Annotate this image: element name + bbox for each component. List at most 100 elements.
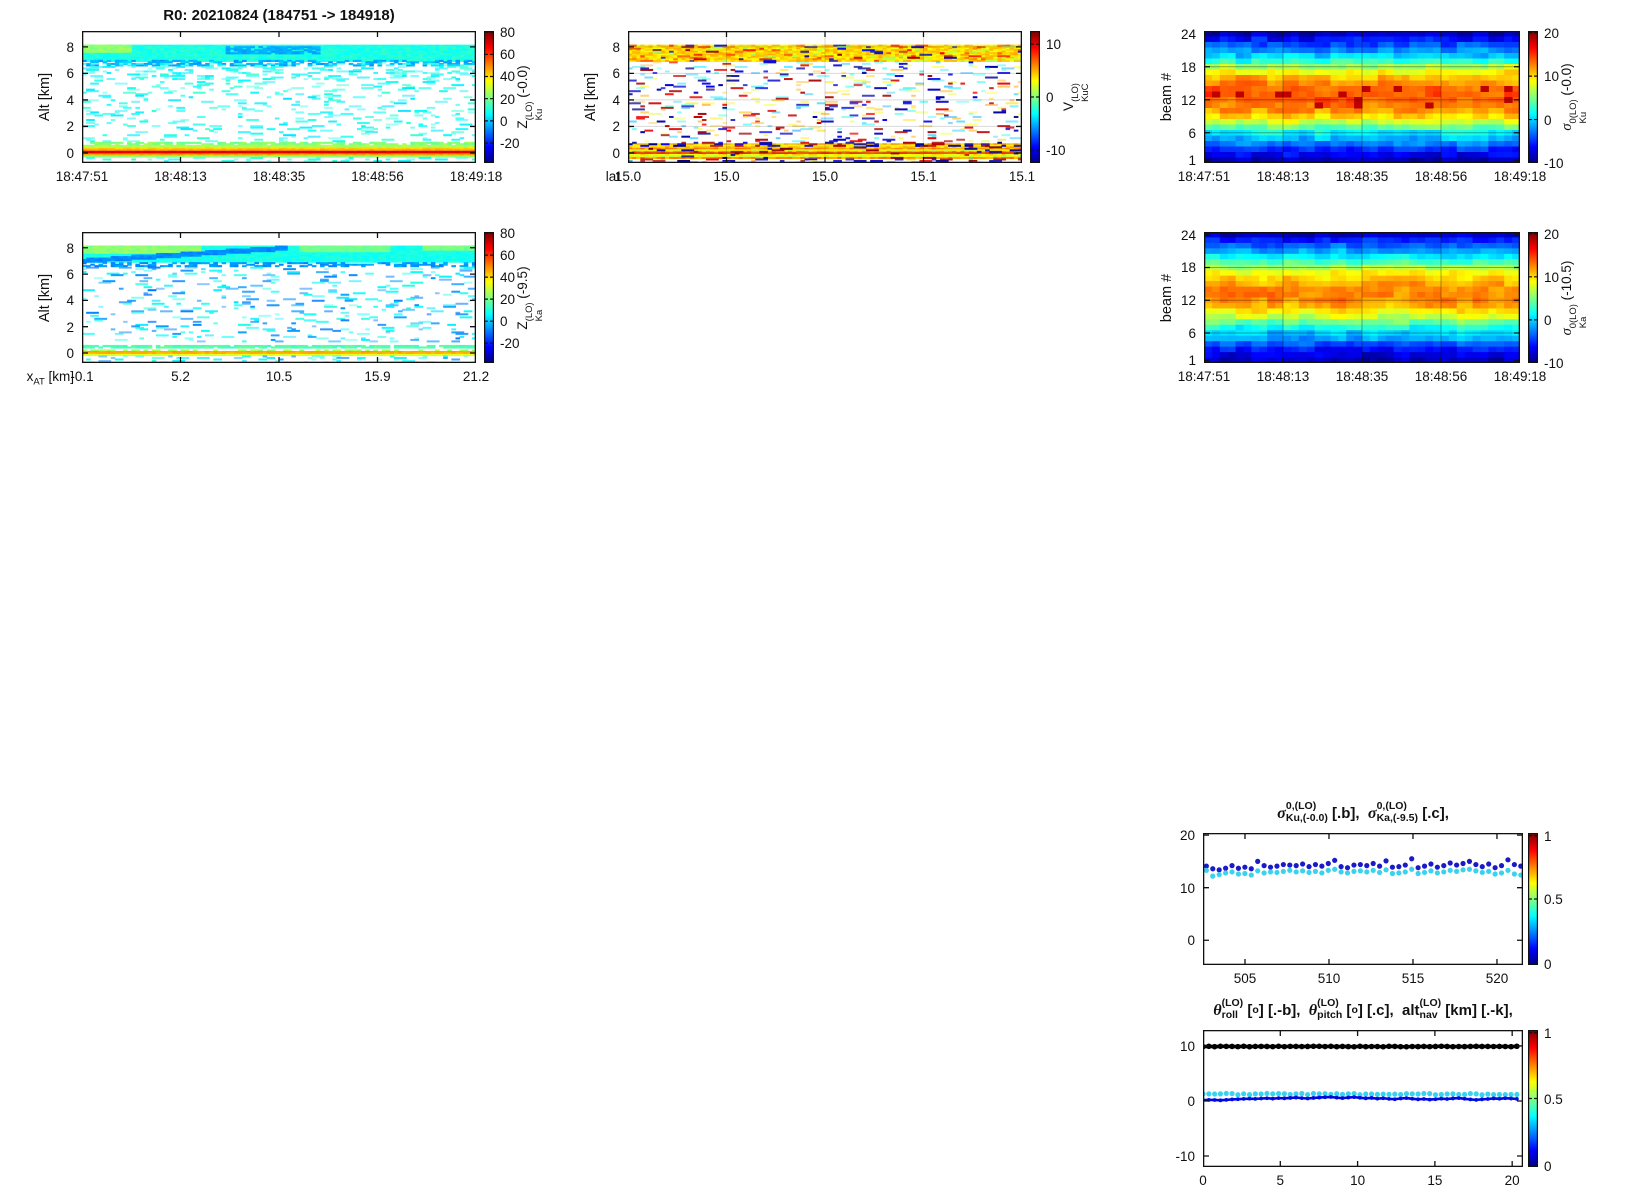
zka-y-tick-label: 8 [66, 240, 74, 256]
nav-plot-canvas [1203, 1030, 1523, 1167]
nav-y-tick-label: 10 [1179, 1038, 1195, 1054]
vkuc-y-tick-label: 2 [612, 119, 620, 135]
zka-x-tick-label: 10.5 [265, 369, 293, 384]
zka-x-axis-label: xAT [km] [26, 369, 74, 388]
zka-colorbar-tick-label: -20 [500, 336, 520, 352]
sig0-profile-y-tick-label: 20 [1179, 828, 1195, 844]
sig0-profile-title: σ 0,(LO) Ku,(-0.0) [.b], σ 0,(LO) Ka,(-9.5) … [1277, 800, 1449, 824]
figure-title: R0: 20210824 (184751 -> 184918) [163, 7, 395, 24]
sig0-profile-colorbar-tick-label: 0 [1544, 956, 1552, 972]
zku-colorbar-label: Z (LO) Ku (-0.0) [514, 65, 546, 129]
zku-colorbar-tick-label: 0 [500, 113, 508, 129]
sigku-y-axis-label: beam # [1158, 72, 1175, 122]
sigku-x-tick-label: 18:48:56 [1414, 169, 1468, 184]
sigka-x-tick-label: 18:48:35 [1335, 369, 1389, 384]
zka-x-tick-label: 15.9 [364, 369, 391, 384]
sig0-profile-colorbar-tick-label: 1 [1544, 828, 1552, 844]
sigka-y-tick-label: 24 [1180, 227, 1196, 243]
zku-plot-canvas [82, 31, 476, 163]
sig0-profile-x-tick-label: 515 [1401, 971, 1425, 986]
vkuc-colorbar [1030, 31, 1040, 163]
zka-colorbar-tick-label: 60 [500, 248, 516, 264]
sigku-y-tick-label: 24 [1180, 26, 1196, 42]
vkuc-colorbar-tick-label: 0 [1046, 90, 1054, 105]
zka-y-tick-label: 4 [66, 293, 74, 309]
sigku-x-tick-label: 18:48:35 [1335, 169, 1389, 184]
vkuc-colorbar-tick-label: 10 [1046, 37, 1062, 53]
sigka-x-tick-label: 18:47:51 [1177, 369, 1231, 384]
nav-colorbar-tick-label: 1 [1544, 1025, 1552, 1041]
sigku-y-tick-label: 18 [1180, 59, 1196, 75]
zku-x-tick-label: 18:49:18 [449, 169, 503, 184]
sigka-colorbar-tick-label: 0 [1544, 312, 1552, 328]
zka-colorbar-label: Z (LO) Ka (-9.5) [514, 265, 546, 330]
zka-y-tick-label: 0 [66, 346, 74, 361]
nav-colorbar-tick-label: 0 [1544, 1158, 1552, 1174]
vkuc-y-tick-label: 4 [612, 92, 620, 108]
zku-colorbar-tick-label: 60 [500, 47, 516, 63]
nav-y-tick-label: 0 [1187, 1093, 1195, 1109]
zku-x-tick-label: 18:47:51 [55, 169, 109, 184]
sigka-colorbar-tick-label: -10 [1544, 356, 1564, 371]
zku-x-tick-label: 18:48:56 [351, 169, 404, 184]
zka-colorbar-tick-label: 20 [500, 292, 516, 308]
zka-y-axis-label: Alt [km] [36, 273, 53, 322]
zku-y-tick-label: 8 [66, 39, 74, 55]
sigka-x-tick-label: 18:48:56 [1414, 369, 1468, 384]
zku-x-tick-label: 18:48:35 [252, 169, 306, 184]
vkuc-y-tick-label: 8 [612, 39, 620, 55]
vkuc-x-tick-label: 15.1 [910, 169, 937, 184]
zku-colorbar-tick-label: -20 [500, 136, 520, 152]
vkuc-x-tick-label: 15.0 [811, 169, 839, 184]
nav-colorbar-tick-label: 0.5 [1544, 1091, 1563, 1107]
vkuc-colorbar-tick-label: -10 [1046, 142, 1066, 158]
sigka-y-tick-label: 12 [1180, 293, 1196, 309]
zku-y-tick-label: 6 [66, 66, 74, 82]
vkuc-y-tick-label: 0 [612, 145, 620, 161]
sigku-x-tick-label: 18:48:13 [1256, 169, 1310, 184]
zka-y-tick-label: 2 [66, 319, 74, 335]
zku-y-axis-label: Alt [km] [36, 72, 53, 122]
zku-y-tick-label: 2 [66, 119, 74, 135]
sigka-colorbar-tick-label: 20 [1544, 226, 1560, 242]
sigka-x-tick-label: 18:48:13 [1256, 369, 1310, 384]
sigka-y-tick-label: 1 [1188, 353, 1196, 369]
sigku-colorbar-tick-label: 20 [1544, 25, 1560, 41]
sigku-y-tick-label: 1 [1188, 153, 1196, 169]
sigku-x-tick-label: 18:49:18 [1493, 169, 1547, 184]
zka-plot-canvas [82, 232, 476, 363]
nav-title: θ (LO) roll [o] [.-b], θ (LO) pitch [o] [.c]… [1213, 997, 1513, 1021]
sig0-profile-colorbar-tick-label: 0.5 [1544, 892, 1563, 907]
vkuc-y-tick-label: 6 [612, 66, 620, 82]
zka-colorbar-tick-label: 80 [500, 226, 516, 242]
sigku-colorbar-tick-label: 10 [1544, 69, 1560, 85]
vkuc-plot-canvas [628, 31, 1022, 163]
zka-x-tick-label: -0.1 [70, 369, 94, 384]
vkuc-x-tick-label: 15.0 [614, 169, 642, 184]
sig0-profile-x-tick-label: 520 [1485, 971, 1509, 986]
sigka-y-axis-label: beam # [1158, 273, 1175, 322]
sigka-plot-canvas [1204, 232, 1520, 363]
zka-colorbar-tick-label: 40 [500, 270, 516, 286]
sigka-x-tick-label: 18:49:18 [1493, 369, 1547, 384]
sigku-y-tick-label: 12 [1180, 92, 1196, 108]
zku-y-tick-label: 0 [66, 145, 74, 161]
sigku-colorbar-tick-label: 0 [1544, 112, 1552, 128]
sig0-profile-x-tick-label: 505 [1233, 971, 1257, 986]
sig0-profile-x-tick-label: 510 [1317, 971, 1341, 986]
vkuc-y-axis-label: Alt [km] [582, 72, 599, 122]
nav-y-tick-label: -10 [1175, 1148, 1195, 1164]
zku-x-tick-label: 18:48:13 [154, 169, 207, 184]
zka-colorbar-tick-label: 0 [500, 314, 508, 330]
sig0-profile-y-tick-label: 0 [1187, 933, 1195, 949]
sig0-profile-plot-canvas [1203, 833, 1523, 965]
sigku-x-tick-label: 18:47:51 [1177, 169, 1231, 184]
sigka-colorbar-tick-label: 10 [1544, 269, 1560, 285]
sigku-colorbar [1528, 31, 1538, 163]
sig0-profile-colorbar [1528, 833, 1538, 965]
nav-colorbar [1528, 1030, 1538, 1167]
sigka-y-tick-label: 6 [1188, 325, 1196, 341]
vkuc-x-tick-label: 15.1 [1008, 169, 1036, 184]
zku-colorbar-tick-label: 20 [500, 91, 516, 107]
sigku-y-tick-label: 6 [1188, 125, 1196, 141]
